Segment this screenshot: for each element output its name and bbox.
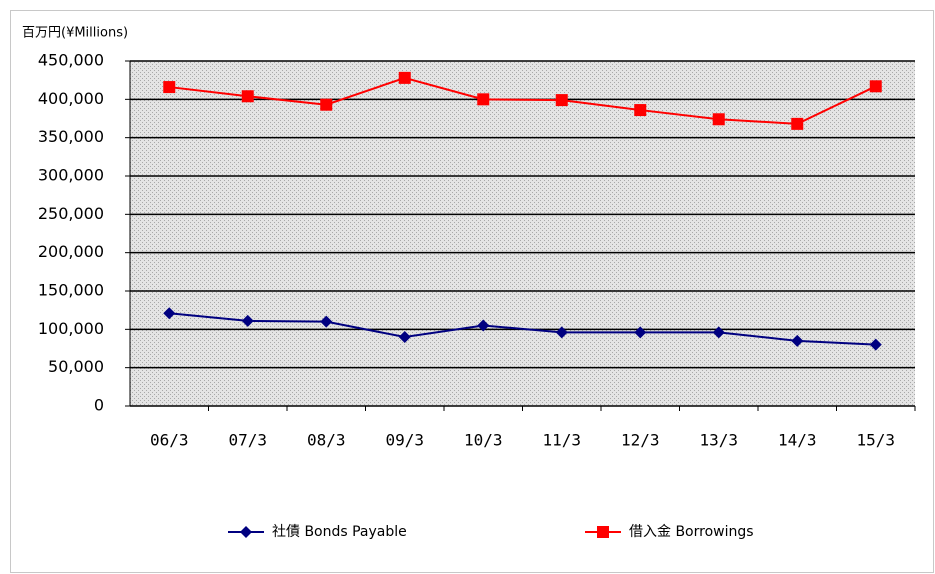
- y-axis-label: 百万円(¥Millions): [22, 26, 128, 41]
- data-point: [555, 94, 568, 107]
- y-tick-label: 400,000: [38, 89, 104, 108]
- data-point: [477, 319, 490, 332]
- x-tick-label: 11/3: [542, 431, 581, 450]
- data-point: [163, 81, 176, 94]
- x-tick-label: 07/3: [228, 431, 267, 450]
- legend-marker: [240, 526, 252, 538]
- data-point: [712, 326, 725, 339]
- x-tick-label: 10/3: [464, 431, 503, 450]
- data-point: [869, 338, 882, 351]
- data-point: [241, 90, 254, 103]
- y-tick-label: 150,000: [38, 281, 104, 300]
- data-point: [555, 326, 568, 339]
- data-point: [398, 331, 411, 343]
- data-point: [320, 98, 333, 111]
- legend-label: 借入金 Borrowings: [629, 524, 754, 540]
- legend-marker: [597, 526, 609, 538]
- y-tick-label: 250,000: [38, 204, 104, 223]
- x-tick-label: 12/3: [621, 431, 660, 450]
- data-point: [241, 314, 254, 327]
- x-tick-label: 06/3: [150, 431, 189, 450]
- y-tick-label: 450,000: [38, 51, 104, 70]
- x-tick-label: 09/3: [385, 431, 424, 450]
- data-point: [634, 104, 647, 117]
- x-tick-label: 13/3: [699, 431, 738, 450]
- data-point: [869, 80, 882, 93]
- x-tick-label: 15/3: [856, 431, 895, 450]
- y-tick-label: 0: [94, 396, 104, 415]
- data-point: [320, 315, 333, 328]
- x-tick-label: 08/3: [307, 431, 346, 450]
- plot-area: [130, 61, 915, 406]
- legend-label: 社債 Bonds Payable: [272, 524, 407, 540]
- data-point: [477, 93, 490, 106]
- series-line: [169, 76, 877, 125]
- data-point: [791, 334, 804, 347]
- data-point: [634, 326, 647, 339]
- y-tick-label: 50,000: [48, 357, 104, 376]
- x-tick-label: 14/3: [778, 431, 817, 450]
- series-line: [169, 312, 876, 346]
- data-point: [791, 117, 804, 130]
- data-point: [163, 307, 176, 320]
- y-tick-label: 100,000: [38, 319, 104, 338]
- data-point: [398, 71, 411, 84]
- y-tick-label: 350,000: [38, 127, 104, 146]
- data-point: [712, 113, 725, 126]
- y-tick-label: 300,000: [38, 166, 104, 185]
- y-tick-label: 200,000: [38, 242, 104, 261]
